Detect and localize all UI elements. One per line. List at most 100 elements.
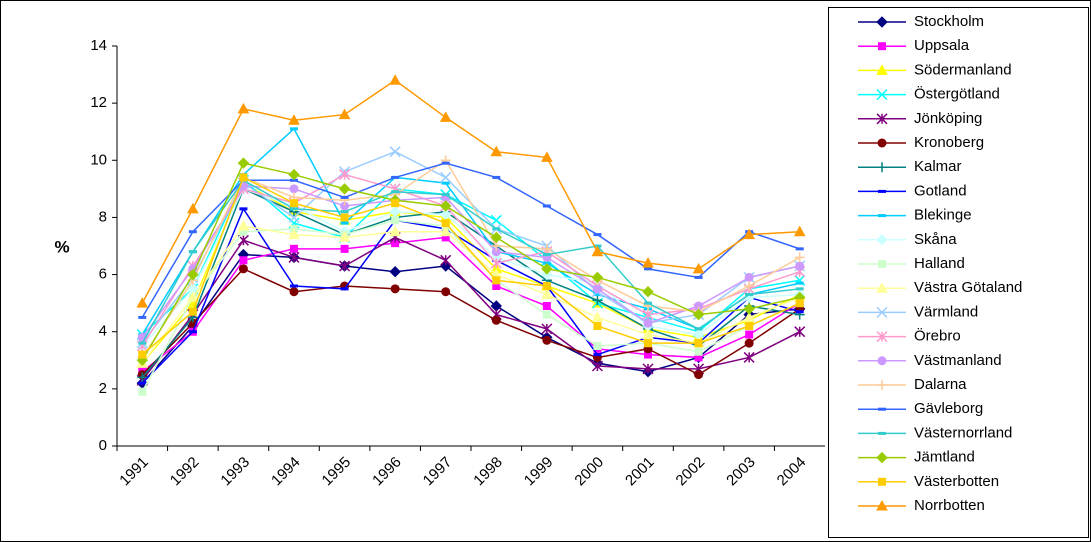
marker: [340, 221, 349, 225]
marker: [188, 250, 197, 254]
legend-marker: [877, 380, 887, 390]
marker: [795, 261, 805, 271]
legend-label: Värmland: [914, 303, 978, 320]
marker: [138, 315, 147, 319]
legend-marker: [878, 260, 886, 268]
marker: [138, 350, 147, 359]
marker: [441, 161, 450, 165]
marker: [239, 173, 248, 182]
marker: [541, 323, 553, 335]
marker: [642, 286, 654, 298]
y-tick-label: 12: [90, 94, 107, 111]
legend-marker: [876, 113, 888, 125]
marker: [490, 257, 502, 269]
marker: [644, 350, 652, 359]
marker: [795, 310, 804, 314]
legend-label: Västerbotten: [914, 473, 999, 490]
marker: [290, 207, 298, 211]
marker: [542, 302, 551, 310]
marker: [642, 309, 654, 321]
marker: [744, 338, 754, 348]
marker: [743, 303, 755, 315]
marker: [592, 295, 603, 306]
marker: [339, 260, 351, 272]
marker: [794, 326, 806, 338]
marker: [389, 266, 401, 278]
marker: [136, 297, 149, 308]
legend-label: Norrbotten: [914, 497, 985, 514]
marker: [391, 175, 400, 179]
legend-marker: [876, 89, 888, 101]
marker: [591, 311, 604, 322]
legend-marker: [876, 282, 888, 293]
marker: [692, 262, 705, 274]
marker: [290, 244, 298, 253]
marker: [593, 233, 602, 237]
legend-marker: [876, 451, 888, 464]
legend-marker: [876, 16, 888, 28]
marker: [743, 311, 755, 322]
marker: [542, 253, 551, 257]
marker: [643, 318, 653, 328]
marker: [188, 330, 197, 334]
marker: [694, 339, 703, 348]
marker: [187, 202, 199, 214]
marker: [441, 181, 450, 185]
marker: [340, 195, 349, 199]
marker: [288, 228, 300, 240]
marker: [290, 199, 298, 208]
legend-label: Stockholm: [914, 13, 984, 30]
marker: [644, 267, 652, 271]
marker: [138, 381, 147, 385]
marker: [492, 175, 501, 179]
marker: [593, 322, 602, 330]
marker: [492, 282, 501, 290]
legend-label: Västra Götaland: [914, 279, 1022, 296]
marker: [694, 347, 703, 356]
marker: [440, 171, 452, 183]
marker: [490, 145, 503, 157]
legend-label: Västernorrland: [914, 424, 1012, 441]
marker: [239, 227, 248, 236]
legend-marker: [876, 306, 888, 318]
marker: [340, 210, 349, 214]
marker: [642, 328, 654, 340]
marker: [744, 281, 755, 291]
series-line: [141, 179, 800, 344]
series-line: [141, 253, 800, 384]
marker: [187, 291, 199, 302]
marker: [188, 307, 197, 316]
marker: [288, 114, 300, 125]
y-axis-label: %: [54, 237, 69, 256]
marker: [591, 360, 603, 372]
legend-marker: [877, 138, 887, 148]
marker: [694, 275, 703, 279]
marker: [745, 330, 754, 339]
marker: [593, 342, 602, 350]
legend-marker: [878, 431, 886, 435]
legend-label: Östergötland: [914, 85, 1000, 103]
y-tick-label: 4: [99, 323, 107, 340]
series-line: [141, 225, 800, 364]
marker: [290, 284, 298, 288]
marker: [391, 239, 400, 248]
marker: [290, 127, 298, 131]
series-line: [141, 127, 800, 335]
series-line: [141, 267, 801, 376]
legend-label: Jämtland: [914, 449, 975, 466]
series: [136, 74, 806, 308]
marker: [340, 201, 350, 211]
marker: [541, 151, 553, 162]
legend-label: Södermanland: [914, 61, 1012, 78]
marker: [441, 193, 450, 197]
marker: [288, 211, 300, 223]
legend-label: Halland: [914, 255, 965, 272]
legend-label: Västmanland: [914, 352, 1002, 369]
marker: [389, 146, 401, 158]
marker: [340, 244, 349, 253]
legend-marker: [878, 407, 886, 411]
y-tick-label: 14: [90, 37, 107, 54]
marker: [389, 225, 401, 237]
legend-marker: [876, 234, 888, 246]
